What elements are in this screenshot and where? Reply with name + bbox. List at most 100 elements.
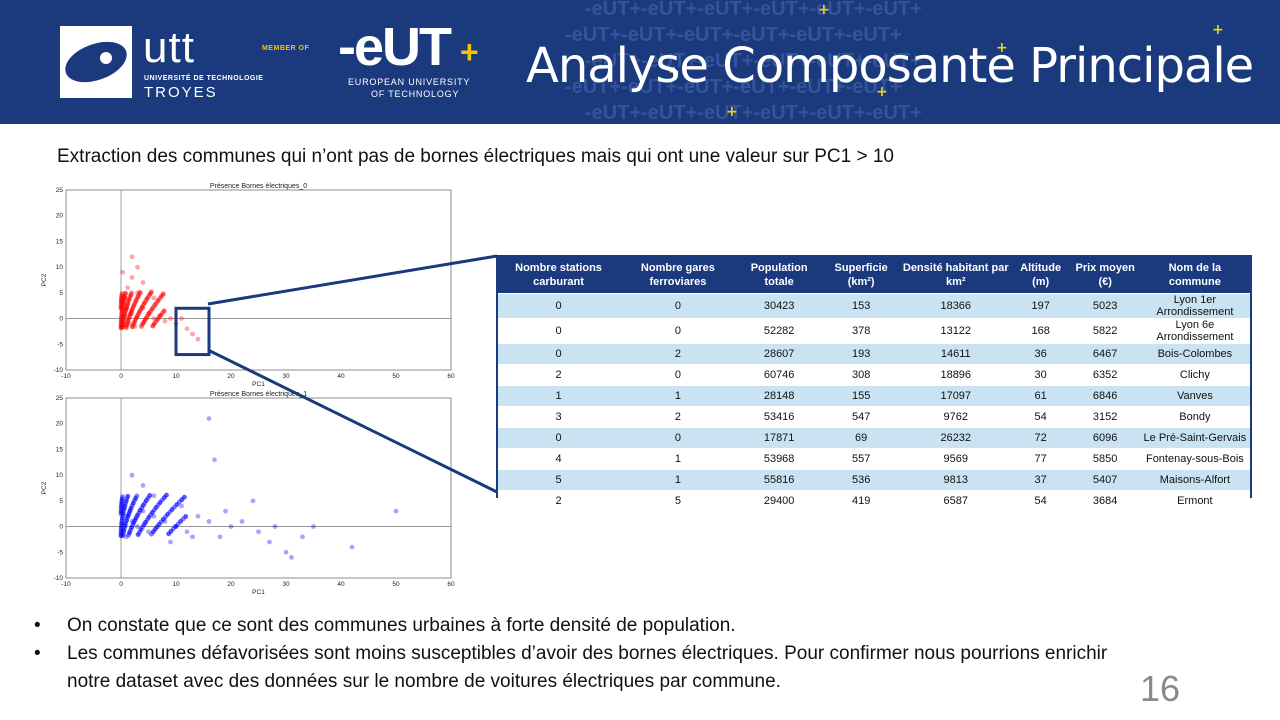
scatter-point	[132, 517, 138, 523]
tick-label: 20	[227, 373, 235, 380]
scatter-point	[174, 502, 180, 507]
scatter-point	[152, 526, 158, 532]
sparkle-icon: +	[996, 40, 1008, 56]
scatter-point	[123, 307, 129, 313]
scatter-point	[256, 529, 261, 535]
scatter-point	[144, 315, 149, 321]
scatter-point	[146, 311, 152, 316]
scatter-point	[132, 317, 138, 323]
scatter-point	[156, 314, 162, 320]
scatter-point	[142, 317, 148, 323]
scatter-point	[143, 298, 149, 304]
scatter-point	[170, 526, 176, 532]
scatter-point	[127, 508, 133, 514]
scatter-point	[120, 305, 125, 311]
scatter-point	[124, 534, 129, 540]
tick-label: 15	[56, 446, 64, 453]
scatter-point	[121, 297, 127, 303]
scatter-point	[122, 503, 128, 509]
table-cell: 1	[619, 385, 737, 407]
scatter-point	[181, 494, 187, 500]
table-cell: Ermont	[1139, 490, 1250, 511]
table-cell: 5023	[1070, 293, 1140, 319]
chart-title: Présence Bornes électriques_0	[210, 183, 307, 190]
scatter-point	[118, 297, 124, 303]
table-cell: 1	[619, 469, 737, 491]
scatter-point	[119, 523, 124, 529]
scatter-point	[181, 494, 187, 500]
scatter-point	[134, 313, 140, 319]
scatter-point	[168, 528, 174, 534]
table-cell: 6587	[900, 490, 1011, 511]
x-axis-label: PC1	[252, 589, 265, 595]
scatter-point	[173, 523, 179, 529]
scatter-point	[160, 291, 166, 297]
tick-label: 10	[172, 373, 180, 380]
scatter-point	[129, 290, 134, 296]
scatter-point	[122, 503, 128, 509]
scatter-point	[124, 518, 129, 524]
scatter-point	[168, 316, 173, 321]
utt-name: utt	[143, 23, 195, 72]
scatter-point	[138, 307, 144, 312]
scatter-point	[167, 509, 173, 515]
scatter-point	[140, 280, 146, 285]
scatter-point	[118, 304, 124, 309]
scatter-point	[123, 498, 129, 504]
scatter-point	[158, 519, 164, 525]
scatter-point	[132, 300, 138, 306]
table-header-cell: Nombre stations carburant	[498, 257, 620, 294]
scatter-point	[126, 296, 132, 302]
scatter-point	[138, 307, 144, 312]
tick-label: 20	[56, 213, 64, 220]
table-header-cell: Superficie (km²)	[821, 257, 901, 294]
scatter-point	[138, 323, 144, 329]
scatter-point	[159, 293, 164, 299]
table-cell: 72	[1010, 427, 1071, 449]
scatter-point	[119, 518, 125, 524]
scatter-point	[151, 321, 157, 327]
scatter-point	[150, 529, 156, 535]
scatter-point	[134, 296, 140, 302]
scatter-point	[118, 504, 124, 510]
table-cell: 547	[821, 406, 901, 428]
scatter-point	[130, 324, 135, 330]
scatter-point	[122, 293, 128, 298]
scatter-point	[133, 515, 139, 521]
scatter-point	[157, 295, 163, 301]
table-cell: 37	[1010, 469, 1071, 491]
scatter-point	[153, 319, 159, 325]
table-cell: 53416	[736, 406, 822, 428]
scatter-point	[126, 296, 132, 302]
scatter-point	[125, 493, 131, 499]
scatter-point	[121, 508, 127, 514]
scatter-point	[158, 519, 164, 525]
scatter-point	[118, 323, 124, 329]
table-cell: 419	[821, 490, 901, 511]
tick-label: 40	[337, 373, 345, 380]
scatter-point	[122, 523, 128, 528]
scatter-point	[140, 524, 145, 530]
page-number: 16	[1140, 668, 1181, 709]
scatter-point	[120, 511, 126, 517]
scatter-point	[149, 306, 155, 312]
table-cell: Bondy	[1139, 406, 1250, 428]
scatter-point	[121, 316, 127, 322]
scatter-point	[155, 502, 161, 508]
scatter-point	[120, 320, 126, 326]
scatter-point	[119, 314, 124, 320]
table-cell: 36	[1010, 343, 1071, 365]
table-cell: 5850	[1070, 448, 1140, 470]
table-cell: 0	[498, 427, 620, 449]
scatter-point	[122, 295, 127, 300]
scatter-point	[155, 317, 160, 322]
scatter-point	[122, 312, 128, 317]
scatter-point	[123, 520, 129, 526]
scatter-point	[272, 524, 278, 529]
table-cell: Fontenay-sous-Bois	[1139, 448, 1250, 470]
scatter-point	[124, 305, 129, 311]
scatter-point	[122, 523, 128, 528]
scatter-point	[150, 509, 155, 515]
scatter-point	[127, 530, 132, 535]
scatter-point	[120, 511, 126, 517]
